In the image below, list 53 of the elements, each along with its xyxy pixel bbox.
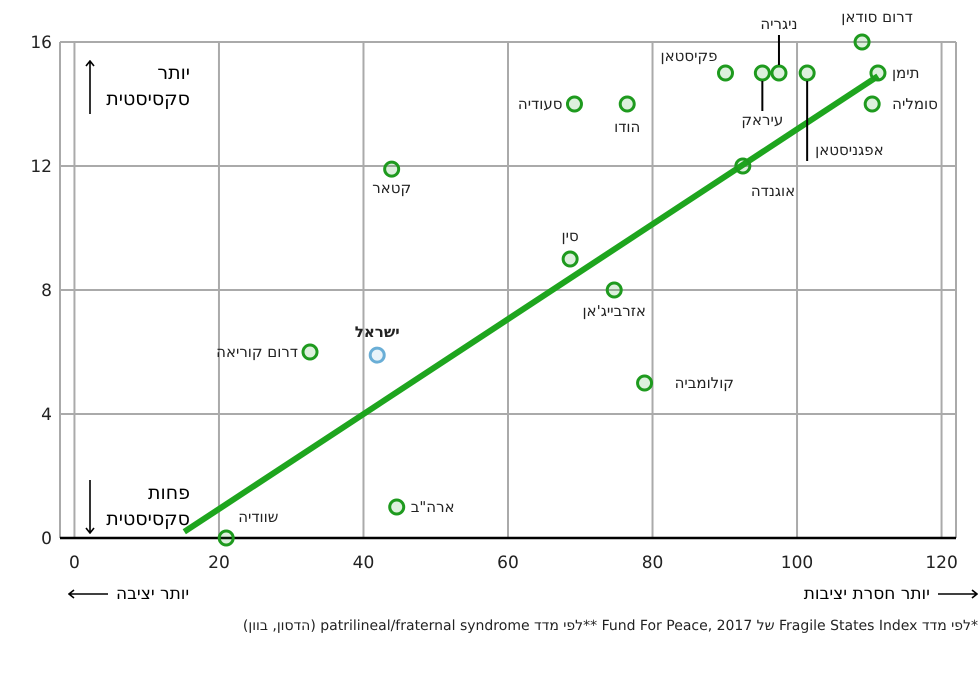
text: יותר יציבה [116,584,190,604]
annotation: סעודיה [518,95,562,113]
point [734,158,752,174]
y-tick-label: 4 [41,405,52,426]
annotation: ישראל [354,323,400,342]
annotation: דרום קוריאה [216,343,298,361]
x-tick-label: 0 [69,553,80,574]
annotation: אוגנדה [750,182,796,200]
point [869,64,886,82]
point [562,250,579,268]
point [618,96,636,112]
point [770,64,788,82]
annotation: עיראק [741,111,784,129]
annotation: יותר סקסיסטית [105,61,190,112]
point [368,346,386,364]
x-tick-label: 60 [497,553,519,574]
annotation: דרום סודאן [841,8,913,26]
annotation: קטאר [372,179,412,198]
x-tick-label: 100 [780,553,814,574]
y-tick-label: 16 [30,33,52,54]
y-tick-label: 8 [41,281,52,302]
point [383,160,400,178]
point [798,64,816,82]
annotation: אזרבייג'אן [582,302,646,320]
annotation: סין [562,227,579,245]
y-tick-label: 0 [41,529,52,550]
point [606,282,623,298]
annotation: פקיסטאן [660,47,718,65]
x-tick-label: 40 [352,553,374,574]
point [864,96,881,112]
annotation: קולומביה [674,374,734,392]
point [302,344,319,360]
point [754,64,771,82]
annotation: תימן [892,64,920,82]
x-tick-label: 120 [925,553,958,574]
point [636,374,654,392]
annotation: שוודיה [238,508,278,526]
point [854,34,871,50]
annotation: סומליה [892,95,938,113]
annotation: אפגניסטאן [815,141,884,159]
text: יותר חסרת יציבות [804,584,930,604]
point [218,530,235,546]
text: *לפי מדד Fragile States Index של Fund For Peace, 2017 **לפי מדד patrilineal/fraternal syndrome (הדסון, בוון) [242,617,978,634]
point [388,498,406,516]
annotation: פחות סקסיסטית [105,481,190,532]
annotation: ארה"ב [410,498,455,516]
x-tick-label: 20 [208,553,230,574]
annotation: הודו [614,118,640,136]
x-tick-label: 80 [642,553,664,574]
point [716,64,734,82]
y-tick-label: 12 [30,157,52,178]
point [566,96,583,112]
annotation: ניגריה [760,15,798,33]
